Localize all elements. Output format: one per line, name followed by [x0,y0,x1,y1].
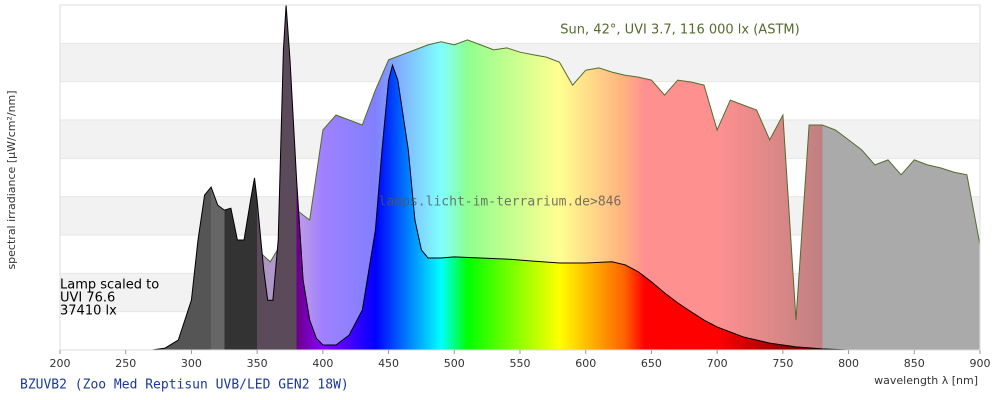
x-tick-label: 250 [115,357,136,370]
x-tick-label: 600 [575,357,596,370]
x-tick-label: 500 [444,357,465,370]
x-tick-label: 800 [838,357,859,370]
x-tick-label: 450 [378,357,399,370]
area-fill [152,5,849,350]
x-tick-label: 300 [181,357,202,370]
x-tick-label: 400 [312,357,333,370]
x-axis-label: wavelength λ [nm] [874,374,978,387]
lamp-note: Lamp scaled to [60,278,159,293]
spectrum-line [177,39,981,351]
x-tick-label: 650 [641,357,662,370]
lamp-note: UVI 76.6 [60,291,115,306]
plot [151,4,981,351]
x-tick-label: 350 [247,357,268,370]
x-tick-label: 550 [510,357,531,370]
spectrum-line [151,4,849,351]
x-tick-label: 900 [970,357,991,370]
y-axis-label: spectral irradiance [µW/cm²/nm] [5,90,18,269]
chart-title: BZUVB2 (Zoo Med Reptisun UVB/LED GEN2 18… [20,378,349,393]
watermark: lamps.licht-im-terrarium.de>846 [379,195,622,210]
x-tick-label: 700 [707,357,728,370]
x-tick-label: 200 [50,357,71,370]
lamp-note: 37410 lx [60,304,117,319]
annotation: Sun, 42°, UVI 3.7, 116 000 lx (ASTM) [560,23,799,38]
x-tick-label: 850 [904,357,925,370]
x-tick-label: 750 [772,357,793,370]
